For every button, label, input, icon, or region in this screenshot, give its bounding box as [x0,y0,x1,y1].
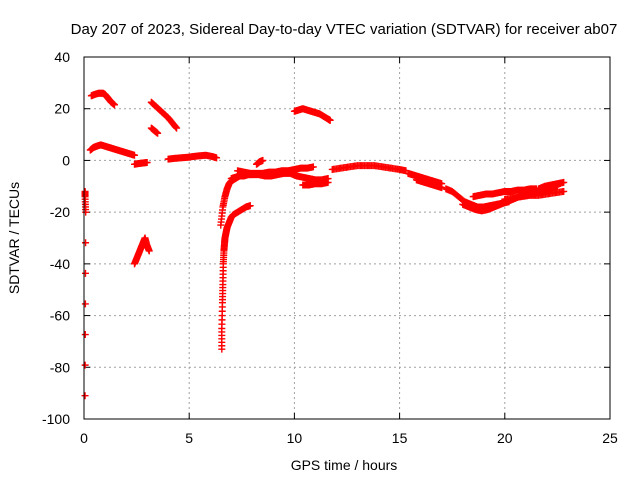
x-tick-label: 15 [392,430,408,446]
data-point [81,361,89,369]
series-arc-b [87,89,119,109]
data-point [81,331,89,339]
x-tick-label: 25 [602,430,618,446]
x-tick-label: 0 [80,430,88,446]
series-arc-l [234,163,317,177]
series-arc-i [218,202,254,353]
data-point [324,178,332,186]
x-tick-label: 20 [497,430,513,446]
data-point [82,239,90,247]
series-arc-c [86,141,138,159]
series-arc-n [299,178,332,189]
data-point [172,123,180,131]
series-arc-w [534,178,568,193]
series-arc-r [412,176,446,192]
x-tick-labels: 0 5 10 15 20 25 [80,430,618,446]
data-point [438,184,446,192]
y-tick-label: 40 [54,49,70,65]
series-arc-a [81,187,90,400]
grid-lines [84,57,610,419]
y-tick-label: 20 [54,101,70,117]
x-tick-label: 10 [287,430,303,446]
data-point [81,300,89,308]
series-arc-g [147,98,181,132]
data-points [81,89,568,400]
series-arc-p [328,162,410,175]
data-point [145,247,153,255]
data-point [560,178,568,186]
series-arc-o [290,105,334,124]
data-point [81,392,89,400]
data-point [173,124,181,132]
y-tick-labels: 40 20 0 -20 -40 -60 -80 -100 [42,49,70,427]
y-tick-label: -60 [50,308,70,324]
data-point [154,129,162,137]
series-arc-h [164,151,221,163]
series-arc-d [130,158,151,168]
data-point [81,269,89,277]
data-point [560,187,568,195]
data-point [259,156,267,164]
data-point [82,208,90,216]
y-axis-label: SDTVAR / TECUs [6,182,22,294]
x-axis-label: GPS time / hours [291,457,398,473]
x-tick-label: 5 [185,430,193,446]
y-tick-label: -100 [42,411,70,427]
data-point [111,101,119,109]
y-tick-label: -40 [50,256,70,272]
data-point [326,116,334,124]
series-arc-v [501,187,568,203]
plot-frame [83,56,611,420]
data-point [246,202,254,210]
y-tick-label: 0 [62,152,70,168]
data-point [143,158,151,166]
data-point [309,163,317,171]
data-point [130,151,138,159]
y-tick-label: -20 [50,204,70,220]
series-arc-m [253,156,267,168]
series-arc-e [130,234,153,268]
chart-title: Day 207 of 2023, Sidereal Day-to-day VTE… [71,21,618,38]
data-point [213,154,221,162]
y-tick-label: -80 [50,359,70,375]
series-arc-f [147,124,162,137]
